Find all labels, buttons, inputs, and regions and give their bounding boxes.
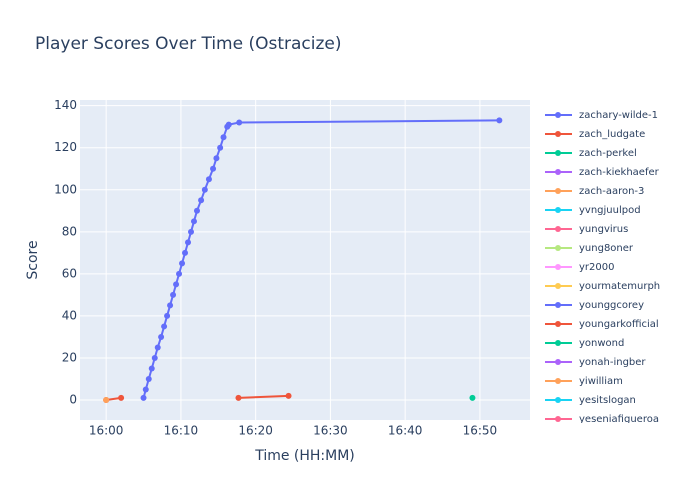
point bbox=[173, 281, 180, 288]
legend-label[interactable]: youngarkofficial bbox=[579, 319, 659, 330]
point bbox=[235, 394, 242, 401]
x-tick-label: 16:50 bbox=[463, 424, 498, 438]
x-axis-title: Time (HH:MM) bbox=[254, 448, 355, 464]
point bbox=[182, 249, 189, 256]
legend-label[interactable]: yonwond bbox=[579, 338, 624, 349]
point bbox=[145, 376, 152, 383]
point bbox=[103, 397, 110, 404]
point bbox=[205, 176, 212, 183]
legend-marker bbox=[555, 188, 561, 194]
x-tick-label: 16:00 bbox=[89, 424, 124, 438]
legend-marker bbox=[555, 207, 561, 213]
point bbox=[469, 394, 476, 401]
legend-label[interactable]: zachary-wilde-1 bbox=[579, 110, 658, 121]
y-tick-label: 40 bbox=[62, 308, 77, 322]
point bbox=[213, 155, 220, 162]
legend-marker bbox=[555, 264, 561, 270]
legend-marker bbox=[555, 169, 561, 175]
y-tick-label: 60 bbox=[62, 266, 77, 280]
point bbox=[217, 144, 224, 151]
point bbox=[151, 354, 158, 361]
legend-marker bbox=[555, 131, 561, 137]
point bbox=[170, 291, 177, 298]
legend-label[interactable]: yonah-ingber bbox=[579, 357, 646, 368]
legend-label[interactable]: yvngjuulpod bbox=[579, 205, 641, 216]
legend-label[interactable]: zach_ludgate bbox=[579, 129, 645, 140]
legend-label[interactable]: yourmatemurph bbox=[579, 281, 660, 292]
legend-marker bbox=[555, 112, 561, 118]
y-tick-label: 0 bbox=[69, 393, 77, 407]
legend-marker bbox=[555, 416, 561, 422]
point bbox=[220, 134, 227, 141]
y-axis-title: Score bbox=[25, 240, 41, 279]
point bbox=[198, 197, 205, 204]
legend-marker bbox=[555, 340, 561, 346]
point bbox=[225, 121, 232, 128]
point bbox=[193, 207, 200, 214]
legend-marker bbox=[555, 359, 561, 365]
y-tick-label: 120 bbox=[54, 140, 77, 154]
legend-label[interactable]: yesitslogan bbox=[579, 395, 636, 406]
legend-marker bbox=[555, 302, 561, 308]
legend-marker bbox=[555, 397, 561, 403]
x-tick-label: 16:20 bbox=[238, 424, 273, 438]
x-tick-label: 16:40 bbox=[388, 424, 423, 438]
legend-marker bbox=[555, 378, 561, 384]
y-tick-label: 140 bbox=[54, 98, 77, 112]
x-tick-label: 16:30 bbox=[313, 424, 348, 438]
point bbox=[188, 228, 195, 235]
point bbox=[158, 333, 165, 340]
point bbox=[201, 186, 208, 193]
point bbox=[285, 392, 292, 399]
legend-label[interactable]: yung8oner bbox=[579, 243, 634, 254]
chart-title: Player Scores Over Time (Ostracize) bbox=[35, 34, 342, 54]
legend-marker bbox=[555, 245, 561, 251]
y-tick-label: 80 bbox=[62, 224, 77, 238]
legend-label[interactable]: yungvirus bbox=[579, 224, 628, 235]
point bbox=[236, 119, 243, 126]
point bbox=[210, 165, 217, 172]
legend-label[interactable]: zach-perkel bbox=[579, 148, 637, 159]
point bbox=[161, 323, 168, 330]
legend-label[interactable]: younggcorey bbox=[579, 300, 644, 311]
point bbox=[148, 365, 155, 372]
point bbox=[140, 394, 147, 401]
series-line bbox=[238, 394, 289, 399]
legend-label[interactable]: yeseniafigueroa bbox=[579, 414, 659, 425]
point bbox=[176, 270, 183, 277]
legend-marker bbox=[555, 150, 561, 156]
point bbox=[185, 239, 192, 246]
point bbox=[167, 302, 174, 309]
legend-label[interactable]: zach-aaron-3 bbox=[579, 186, 644, 197]
legend-label[interactable]: yiwilliam bbox=[579, 376, 623, 387]
legend: zachary-wilde-1 zach_ludgate zach-perkel za… bbox=[545, 110, 660, 425]
legend-marker bbox=[555, 226, 561, 232]
point bbox=[142, 386, 149, 393]
legend-marker bbox=[555, 283, 561, 289]
point bbox=[164, 312, 171, 319]
y-tick-label: 100 bbox=[54, 182, 77, 196]
point bbox=[179, 260, 186, 267]
y-tick-label: 20 bbox=[62, 350, 77, 364]
legend-label[interactable]: zach-kiekhaefer bbox=[579, 167, 660, 178]
point bbox=[496, 117, 503, 124]
point bbox=[118, 394, 125, 401]
plot-area bbox=[80, 100, 530, 420]
point bbox=[154, 344, 161, 351]
x-tick-label: 16:10 bbox=[164, 424, 199, 438]
legend-marker bbox=[555, 321, 561, 327]
legend-label[interactable]: yr2000 bbox=[579, 262, 614, 273]
point bbox=[190, 218, 197, 225]
